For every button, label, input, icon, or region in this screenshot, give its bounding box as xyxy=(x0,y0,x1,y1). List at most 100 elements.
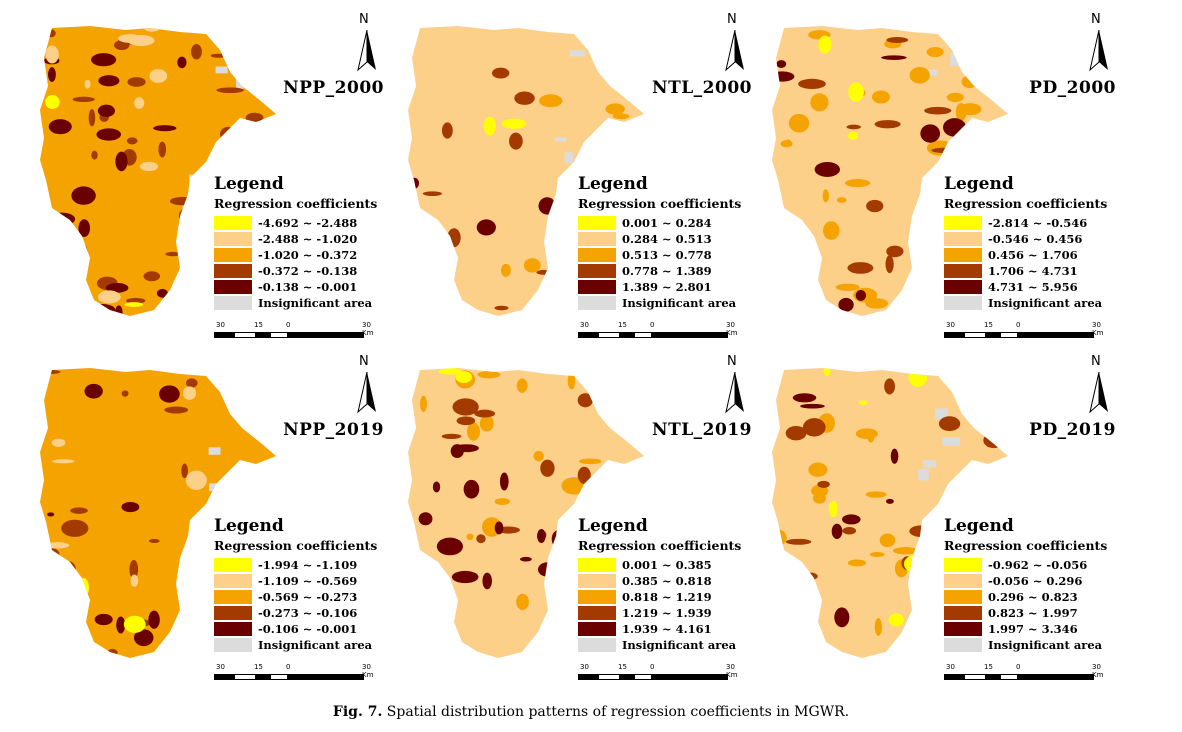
coefficient-patch xyxy=(910,307,927,316)
legend-item: -1.020 ~ -0.372 xyxy=(214,247,384,263)
map-legend: Legend Regression coefficients -1.994 ~ -1… xyxy=(214,516,384,653)
coefficient-patch xyxy=(845,179,871,188)
coefficient-patch xyxy=(885,255,894,274)
coefficient-patch xyxy=(908,368,928,387)
legend-class-label: 1.389 ~ 2.801 xyxy=(622,279,712,294)
insignificant-patch xyxy=(215,66,228,74)
coefficient-patch xyxy=(483,116,496,136)
coefficient-patch xyxy=(577,466,591,484)
coefficient-patch xyxy=(197,269,215,289)
coefficient-patch xyxy=(139,161,159,172)
coefficient-patch xyxy=(501,263,511,277)
scale-bar: 30 15 0 30 Km xyxy=(214,663,374,685)
legend-item: -0.106 ~ -0.001 xyxy=(214,621,384,637)
legend-class-label: 0.823 ~ 1.997 xyxy=(988,605,1078,620)
coefficient-patch xyxy=(499,472,509,491)
scale-bar: 30 15 0 30 Km xyxy=(214,321,374,343)
coefficient-patch xyxy=(858,400,868,405)
legend-insignificant-label: Insignificant area xyxy=(622,637,737,652)
coefficient-patch xyxy=(477,371,501,379)
legend-swatch xyxy=(214,589,252,604)
legend-title: Legend xyxy=(578,516,648,536)
coefficient-patch xyxy=(622,502,630,507)
choropleth-map xyxy=(408,368,644,658)
coefficient-patch xyxy=(509,132,523,150)
legend-item: -4.692 ~ -2.488 xyxy=(214,215,384,231)
coefficient-patch xyxy=(802,572,818,581)
coefficient-patch xyxy=(47,512,55,517)
legend-item: -2.814 ~ -0.546 xyxy=(944,215,1114,231)
coefficient-patch xyxy=(593,390,614,409)
coefficient-patch xyxy=(909,525,935,538)
coefficient-patch xyxy=(835,283,860,291)
coefficient-patch xyxy=(567,372,576,390)
map-title: NPP_2019 xyxy=(283,420,384,440)
coefficient-patch xyxy=(409,177,420,189)
legend-class-label: -0.372 ~ -0.138 xyxy=(258,263,358,278)
coefficient-patch xyxy=(931,147,960,154)
coefficient-patch xyxy=(814,161,841,177)
legend-item: -1.109 ~ -0.569 xyxy=(214,573,384,589)
legend-item: 0.778 ~ 1.389 xyxy=(578,263,748,279)
coefficient-patch xyxy=(50,628,76,645)
coefficient-patch xyxy=(946,92,964,103)
north-label: N xyxy=(727,12,737,27)
coefficient-patch xyxy=(201,212,213,226)
coefficient-patch xyxy=(903,554,931,574)
map-legend: Legend Regression coefficients -4.692 ~ -2… xyxy=(214,174,384,311)
coefficient-patch xyxy=(787,620,807,629)
coefficient-patch xyxy=(420,395,427,413)
study-area-region xyxy=(40,368,276,658)
north-arrow-icon: N xyxy=(1088,354,1110,418)
coefficient-patch xyxy=(879,533,896,548)
legend-item: -0.138 ~ -0.001 xyxy=(214,279,384,295)
legend-swatch xyxy=(944,279,982,294)
insignificant-patch xyxy=(182,205,191,218)
coefficient-patch xyxy=(494,305,509,311)
coefficient-patch xyxy=(178,207,199,225)
legend-item: 4.731 ~ 5.956 xyxy=(944,279,1114,295)
scale-tick-label: 15 xyxy=(618,663,627,671)
coefficient-patch xyxy=(91,150,98,160)
insignificant-patch xyxy=(554,137,567,142)
coefficient-patch xyxy=(51,438,66,447)
choropleth-map xyxy=(772,368,1008,658)
coefficient-patch xyxy=(97,104,115,117)
coefficient-patch xyxy=(216,87,244,94)
legend-swatch xyxy=(578,621,616,636)
coefficient-patch xyxy=(539,94,563,108)
coefficient-patch xyxy=(828,500,838,518)
coefficient-patch xyxy=(441,122,453,139)
map-legend: Legend Regression coefficients -0.962 ~ -0… xyxy=(944,516,1114,653)
coefficient-patch xyxy=(834,607,850,628)
legend-swatch xyxy=(214,295,252,310)
scale-tick-label: 0 xyxy=(1016,321,1021,329)
legend-title: Legend xyxy=(214,174,284,194)
coefficient-patch xyxy=(188,189,206,209)
coefficient-patch xyxy=(94,613,113,626)
map-panel: N NTL_2019 Legend Regression coefficients 0.… xyxy=(398,352,774,692)
coefficient-patch xyxy=(186,618,193,631)
coefficient-patch xyxy=(49,268,70,280)
coefficient-patch xyxy=(158,385,180,403)
coefficient-patch xyxy=(168,643,178,657)
coefficient-patch xyxy=(476,534,486,544)
coefficient-patch xyxy=(61,519,89,537)
legend-swatch xyxy=(578,279,616,294)
scale-tick-label: 0 xyxy=(286,663,291,671)
coefficient-patch xyxy=(538,197,556,215)
coefficient-patch xyxy=(466,533,474,541)
insignificant-patch xyxy=(233,503,241,512)
coefficient-patch xyxy=(185,470,207,490)
coefficient-patch xyxy=(210,53,227,58)
legend-swatch xyxy=(214,247,252,262)
coefficient-patch xyxy=(942,118,967,137)
legend-item: 0.001 ~ 0.284 xyxy=(578,215,748,231)
map-legend: Legend Regression coefficients -2.814 ~ -0… xyxy=(944,174,1114,311)
insignificant-patch xyxy=(553,557,570,566)
coefficient-patch xyxy=(98,75,120,87)
coefficient-patch xyxy=(550,616,578,636)
insignificant-patch xyxy=(918,469,929,481)
insignificant-patch xyxy=(189,174,199,182)
north-arrow-icon: N xyxy=(356,12,378,76)
